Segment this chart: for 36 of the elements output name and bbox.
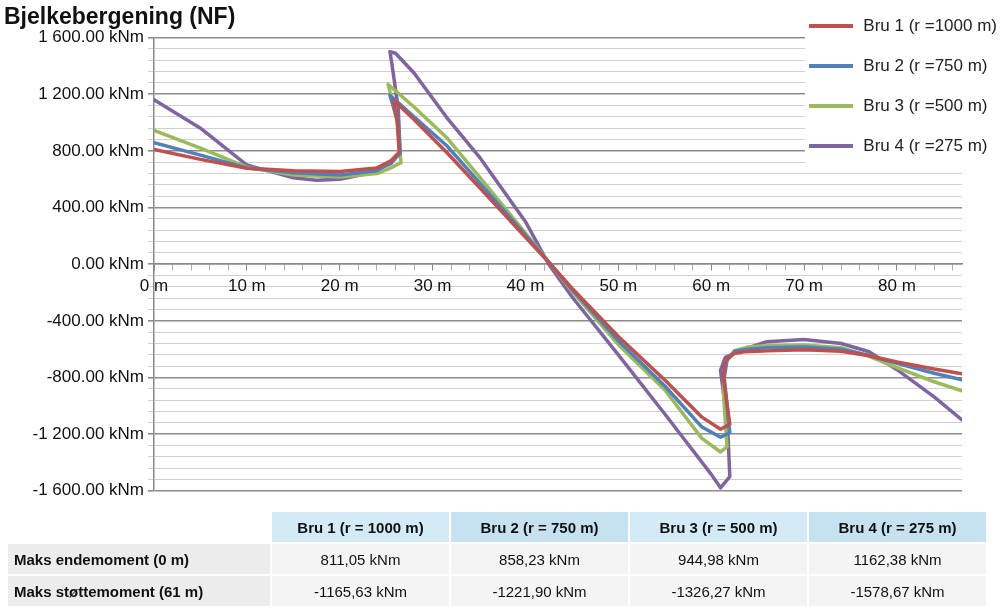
y-tick-label: 1 200.00 kNm (38, 83, 144, 103)
text: 811,05 kNm (272, 544, 449, 574)
chart-title: Bjelkebergening (NF) (4, 3, 236, 30)
legend-label: Bru 2 (r =750 m) (863, 56, 988, 76)
text: -1165,63 kNm (272, 576, 449, 606)
y-tick-label: 800.00 kNm (52, 140, 144, 160)
text: -1326,27 kNm (630, 576, 807, 606)
x-tick-label: 40 m (506, 276, 545, 296)
text: Bru 1 (r = 1000 m) (272, 512, 449, 542)
x-tick-label: 50 m (599, 276, 638, 296)
text: Bru 3 (r = 500 m) (630, 512, 807, 542)
text: Maks endemoment (0 m) (8, 544, 270, 574)
legend-label: Bru 1 (r =1000 m) (863, 16, 997, 36)
y-tick-label: -1 600.00 kNm (32, 480, 144, 500)
text: 944,98 kNm (630, 544, 807, 574)
text: -1221,90 kNm (451, 576, 628, 606)
legend-label: Bru 3 (r =500 m) (863, 96, 988, 116)
x-tick-label: 20 m (320, 276, 359, 296)
y-tick-label: -1 200.00 kNm (32, 423, 144, 443)
text: Maks støttemoment (61 m) (8, 576, 270, 606)
x-tick-label: 80 m (878, 276, 916, 296)
text: -1578,67 kNm (809, 576, 986, 606)
y-tick-label: -800.00 kNm (46, 367, 144, 387)
text: 1162,38 kNm (809, 544, 986, 574)
x-tick-label: 30 m (413, 276, 452, 296)
text: Bru 4 (r = 275 m) (809, 512, 986, 542)
x-tick-label: 60 m (692, 276, 731, 296)
x-tick-label: 0 m (139, 276, 169, 296)
y-tick-label: 0.00 kNm (71, 253, 144, 273)
x-tick-label: 70 m (785, 276, 824, 296)
x-tick-label: 10 m (227, 276, 266, 296)
legend-label: Bru 4 (r =275 m) (863, 136, 988, 156)
y-tick-label: 400.00 kNm (52, 197, 144, 217)
y-tick-label: -400.00 kNm (46, 310, 144, 330)
text: 858,23 kNm (451, 544, 628, 574)
text: Bru 2 (r = 750 m) (451, 512, 628, 542)
